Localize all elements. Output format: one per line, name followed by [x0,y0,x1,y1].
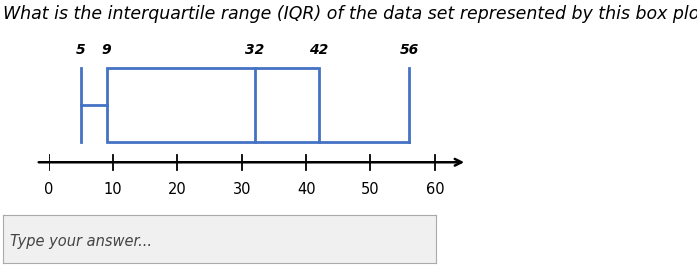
Text: 10: 10 [104,182,123,197]
Text: 30: 30 [233,182,251,197]
Text: 60: 60 [425,182,444,197]
Text: 20: 20 [168,182,187,197]
Text: 42: 42 [309,43,329,57]
Text: 40: 40 [297,182,316,197]
Bar [107,68,319,142]
Text: 50: 50 [361,182,380,197]
Text: Type your answer...: Type your answer... [10,234,152,249]
Text: 0: 0 [44,182,54,197]
Text: 56: 56 [399,43,419,57]
Text: 5: 5 [76,43,86,57]
Text: 9: 9 [102,43,112,57]
Text: 32: 32 [245,43,264,57]
Text: What is the interquartile range (IQR) of the data set represented by this box pl: What is the interquartile range (IQR) of… [3,5,697,23]
